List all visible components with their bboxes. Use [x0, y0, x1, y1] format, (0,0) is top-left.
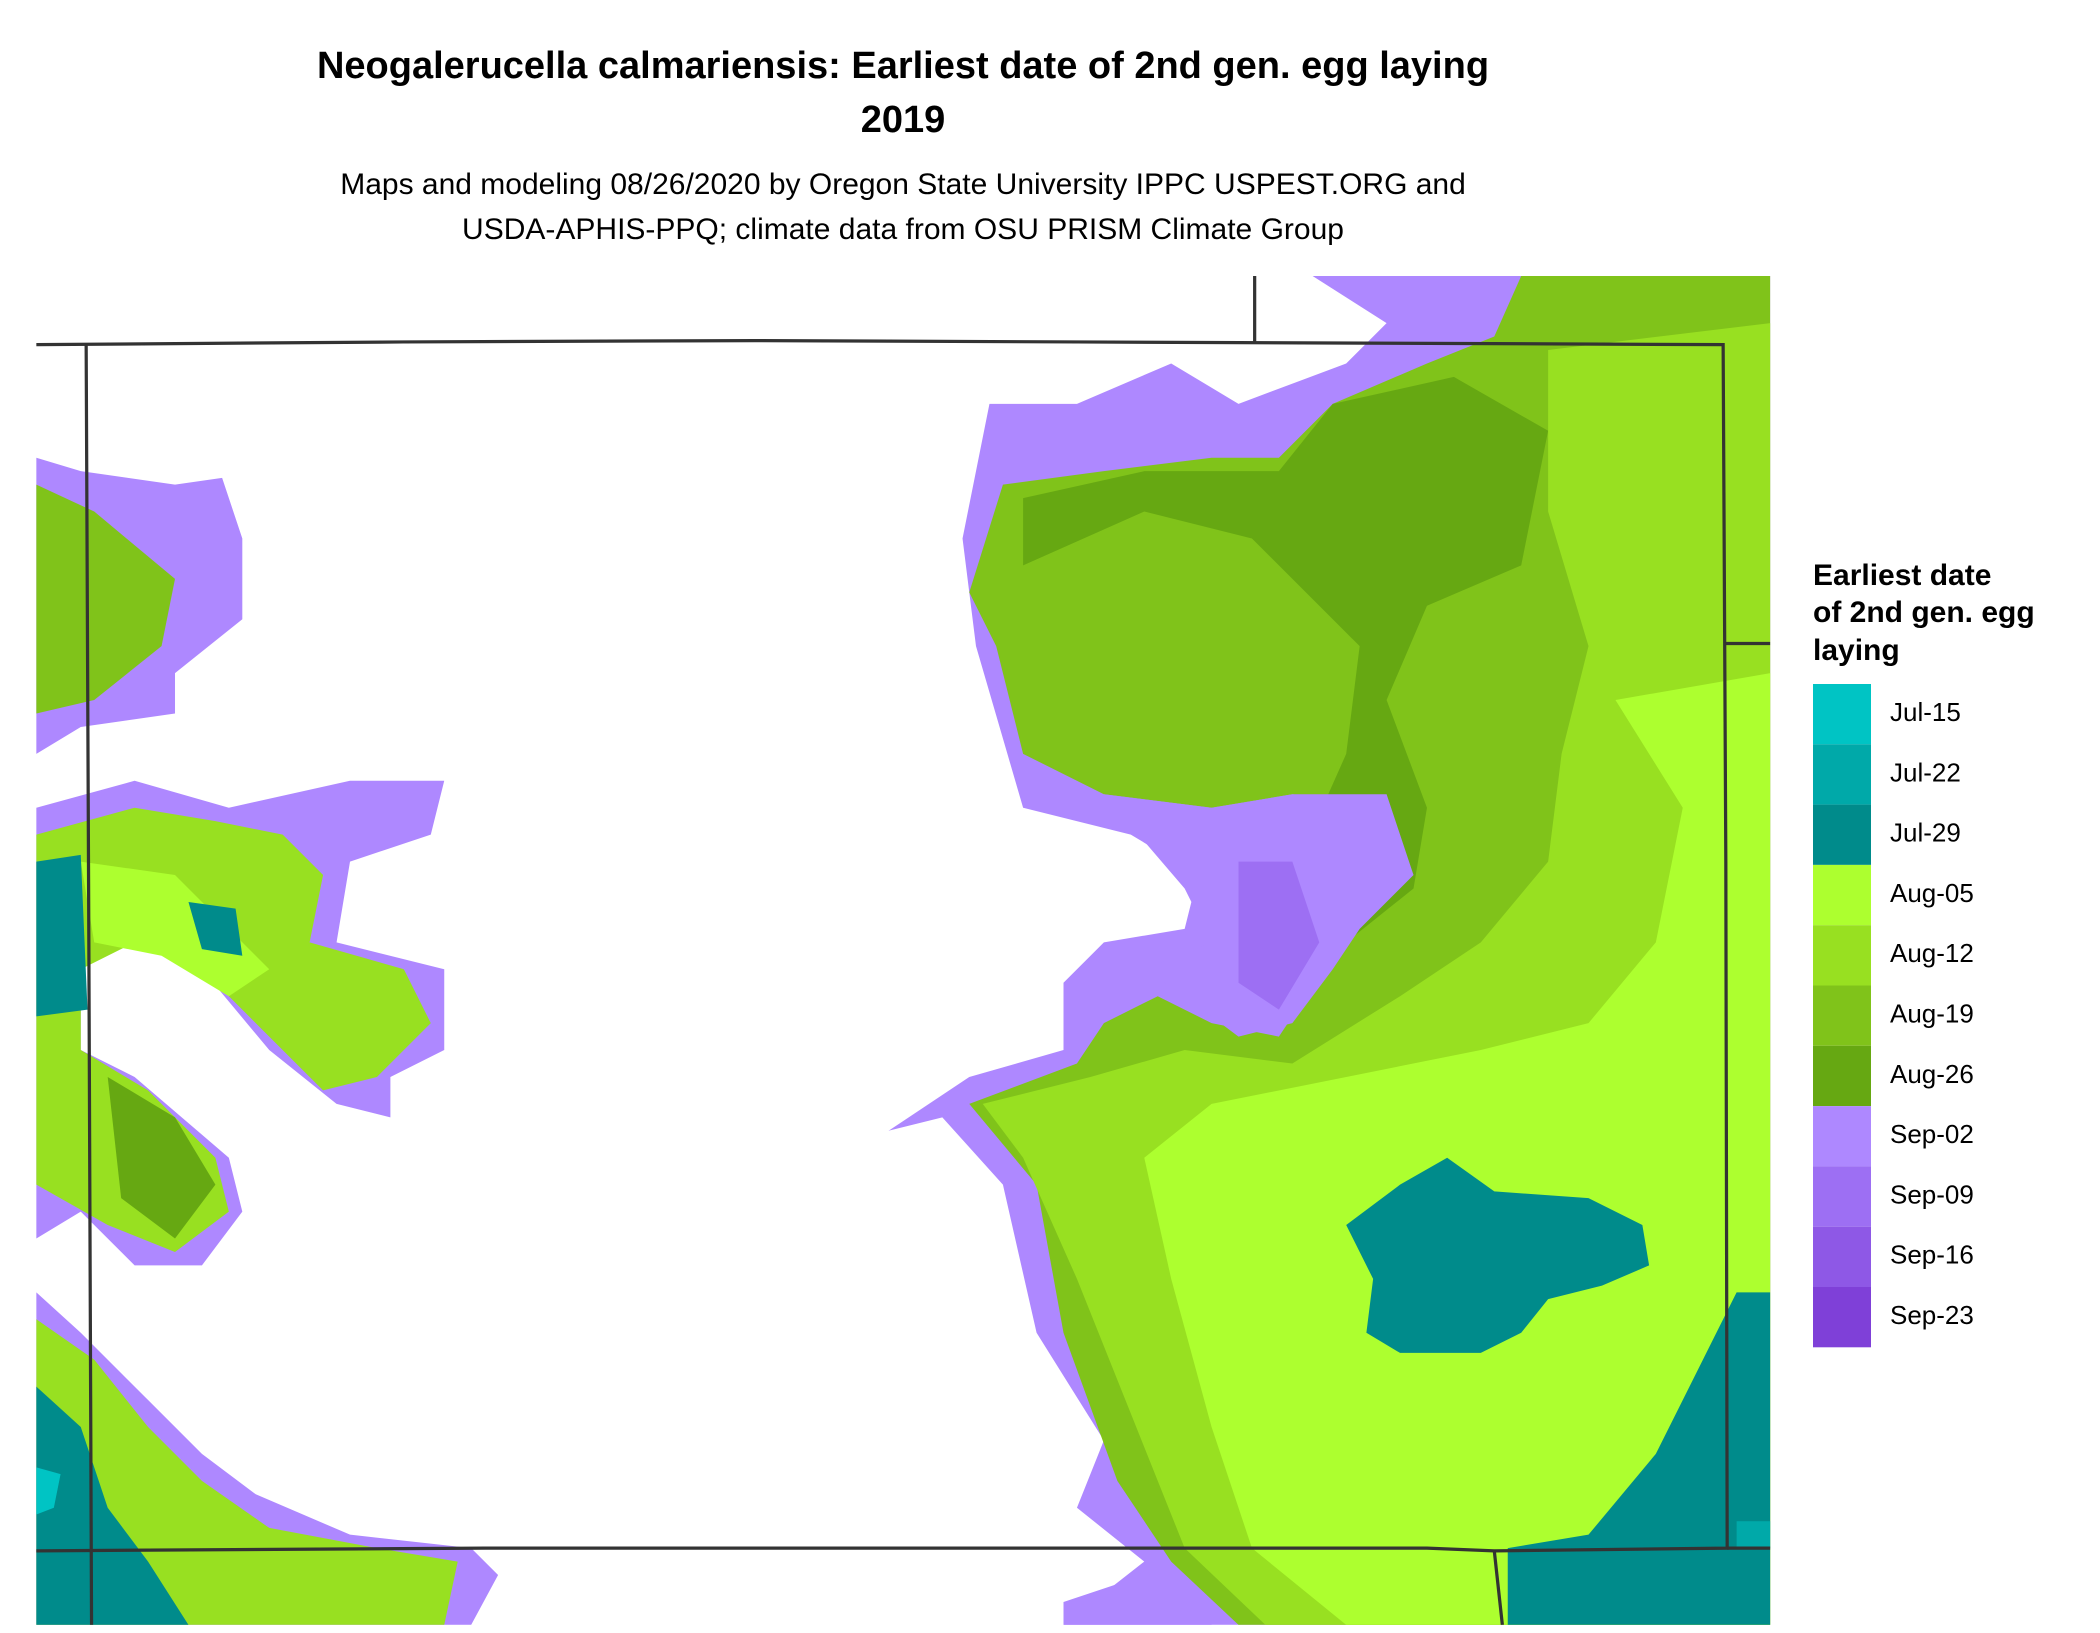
legend-swatch	[1813, 985, 1871, 1046]
map-subtitle: Maps and modeling 08/26/2020 by Oregon S…	[340, 168, 1466, 201]
map-title: Neogalerucella calmariensis: Earliest da…	[317, 45, 1489, 87]
legend-label: Aug-26	[1890, 1059, 1974, 1089]
legend-label: Sep-09	[1890, 1179, 1974, 1209]
map	[36, 275, 1771, 1625]
legend-label: Aug-12	[1890, 938, 1974, 968]
legend-title: laying	[1813, 634, 1900, 667]
legend-label: Sep-16	[1890, 1240, 1974, 1270]
legend-swatch	[1813, 1106, 1871, 1167]
legend-title: of 2nd gen. egg	[1813, 596, 2035, 629]
legend-title: Earliest date	[1813, 559, 1991, 592]
legend-label: Jul-29	[1890, 818, 1961, 848]
legend-swatch	[1813, 1045, 1871, 1107]
legend-label: Jul-22	[1890, 757, 1961, 787]
legend-swatch	[1813, 1287, 1871, 1348]
legend-label: Aug-19	[1890, 999, 1974, 1029]
legend-label: Sep-02	[1890, 1119, 1974, 1149]
map-subtitle: USDA-APHIS-PPQ; climate data from OSU PR…	[462, 213, 1344, 246]
legend-label: Jul-15	[1890, 697, 1961, 727]
map-year: 2019	[861, 99, 946, 141]
legend-swatch	[1813, 1166, 1871, 1227]
legend-swatch	[1813, 684, 1871, 745]
legend-swatch	[1813, 804, 1871, 865]
legend-label: Sep-23	[1890, 1300, 1974, 1330]
legend: Earliest date of 2nd gen. egg laying Jul…	[1813, 559, 2035, 1348]
legend-swatch	[1813, 864, 1871, 926]
legend-swatch	[1813, 744, 1871, 805]
legend-label: Aug-05	[1890, 878, 1974, 908]
legend-swatch	[1813, 925, 1871, 986]
legend-swatch	[1813, 1226, 1871, 1287]
